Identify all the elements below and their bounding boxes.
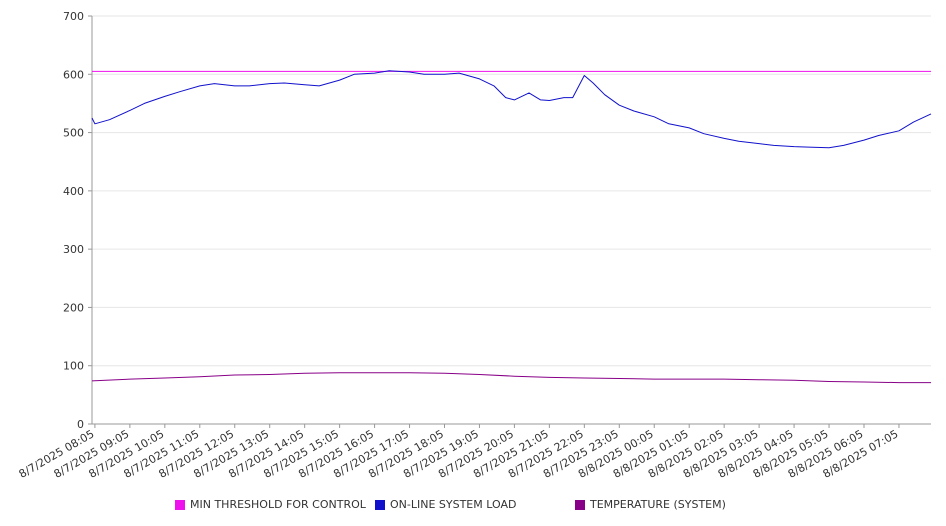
legend-label-min-threshold: MIN THRESHOLD FOR CONTROL [190,498,366,511]
series-line-temperature [91,372,931,384]
legend: MIN THRESHOLD FOR CONTROL ON-LINE SYSTEM… [0,498,946,518]
y-tick-label: 300 [63,243,84,256]
legend-swatch-temperature [575,499,585,510]
legend-swatch-min-threshold [175,499,185,510]
legend-item-system-load: ON-LINE SYSTEM LOAD [375,498,516,511]
y-tick-label: 700 [63,10,84,23]
y-tick-label: 500 [63,127,84,140]
legend-label-system-load: ON-LINE SYSTEM LOAD [390,498,517,511]
legend-label-temperature: TEMPERATURE (SYSTEM) [590,498,726,511]
axes [88,15,931,428]
series-line-system-load [91,70,932,149]
y-tick-label: 100 [63,360,84,373]
grid-lines [92,15,931,367]
series-lines [91,70,932,384]
legend-item-min-threshold: MIN THRESHOLD FOR CONTROL [175,498,366,511]
y-tick-label: 200 [63,301,84,314]
legend-swatch-system-load [375,499,385,510]
y-tick-label: 400 [63,185,84,198]
legend-item-temperature: TEMPERATURE (SYSTEM) [575,498,726,511]
y-tick-label: 600 [63,68,84,81]
y-tick-label: 0 [77,418,84,431]
